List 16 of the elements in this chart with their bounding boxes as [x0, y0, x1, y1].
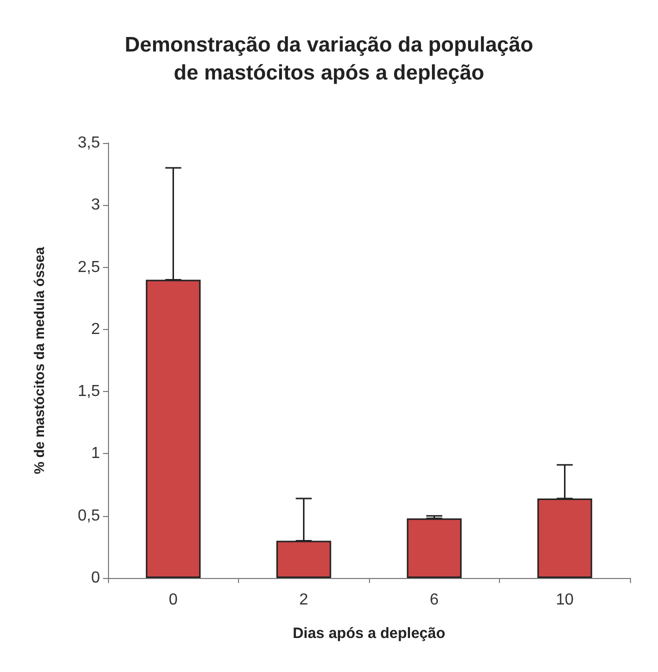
x-axis-title: Dias após a depleção	[292, 625, 446, 642]
y-axis-title: % de mastócitos da medula óssea	[31, 246, 47, 474]
y-tick-label: 0,5	[78, 507, 100, 524]
y-tick-label: 2	[91, 320, 100, 338]
x-tick-label: 10	[556, 592, 574, 608]
x-tick-label: 6	[430, 592, 439, 608]
y-tick-label: 3	[91, 196, 100, 214]
y-tick-label: 2,5	[78, 258, 100, 276]
y-tick-label: 1,5	[78, 383, 100, 400]
chart-title: Demonstração da variação da população de mastócitos após a depleção	[124, 34, 534, 84]
bar	[406, 518, 462, 578]
x-tick-label: 0	[168, 592, 178, 608]
y-tick-label: 1	[91, 445, 100, 462]
y-tick-label: 0	[91, 570, 100, 586]
x-tick-label: 2	[299, 592, 308, 608]
y-tick-label: 3,5	[78, 134, 100, 152]
